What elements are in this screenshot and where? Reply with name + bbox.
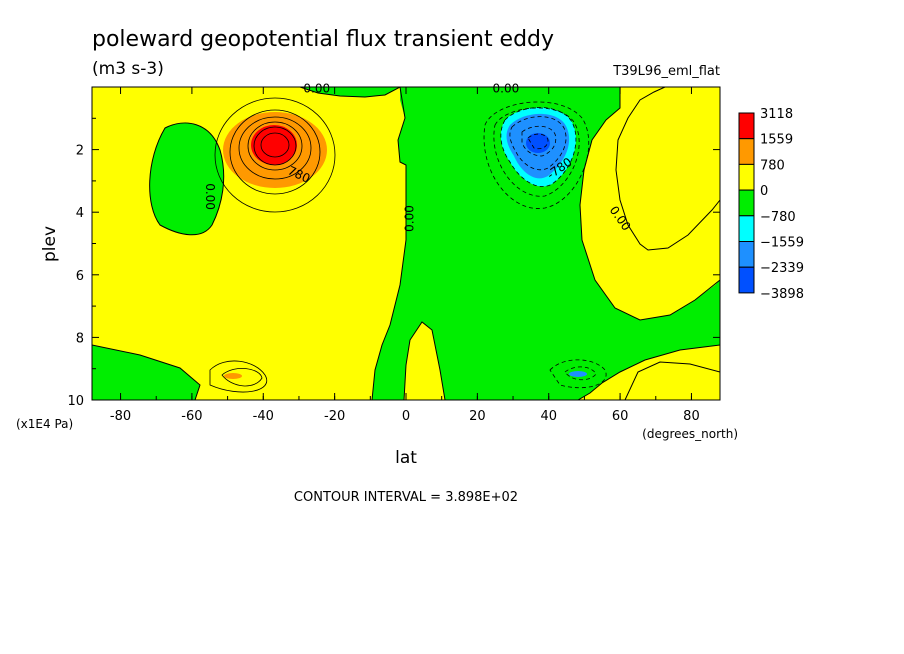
colorbar-swatch xyxy=(738,266,755,294)
colorbar-label: 1559 xyxy=(760,133,793,148)
y-tick-label: 2 xyxy=(76,144,84,159)
chart-units: (m3 s-3) xyxy=(92,59,164,79)
y-tick-label: 8 xyxy=(76,331,84,346)
colorbar-label: 780 xyxy=(760,158,785,173)
colorbar-label: −2339 xyxy=(760,261,804,276)
fill-region-small-positive xyxy=(224,373,242,379)
colorbar-swatch xyxy=(738,112,755,140)
fill-region-3118 xyxy=(251,125,297,165)
fill-region-negative-sh xyxy=(149,123,224,235)
x-tick-label: 60 xyxy=(612,409,629,424)
zero-contour-lines xyxy=(92,87,720,400)
contour-label: 0.00 xyxy=(493,82,520,96)
x-tick-label: -80 xyxy=(110,409,131,424)
chart-title: poleward geopotential flux transient edd… xyxy=(92,27,554,52)
contour-lines-negative xyxy=(483,101,607,389)
y-tick-label: 10 xyxy=(67,394,84,409)
x-tick-label: 40 xyxy=(540,409,557,424)
contour-interval-text: CONTOUR INTERVAL = 3.898E+02 xyxy=(294,490,518,505)
colorbar-swatch xyxy=(738,189,755,217)
contour-field xyxy=(92,87,720,400)
colorbar-swatch xyxy=(738,138,755,165)
fill-region-positive-bottom-right xyxy=(625,362,720,400)
y-tick-label: 4 xyxy=(76,206,84,221)
x-tick-label: -40 xyxy=(253,409,274,424)
fill-region-negative-bottom-left xyxy=(92,345,200,400)
x-tick-label: 20 xyxy=(469,409,486,424)
x-axis-unit: (degrees_north) xyxy=(642,427,738,441)
y-tick-label: 6 xyxy=(76,269,84,284)
fill-region-positive-north xyxy=(616,87,720,250)
colorbar-label: 3118 xyxy=(760,107,793,122)
colorbar-label: −3898 xyxy=(760,287,804,302)
fill-region-negative-top xyxy=(92,87,400,97)
y-axis: 2 4 6 8 10 xyxy=(67,117,720,409)
x-tick-label: -20 xyxy=(324,409,345,424)
colorbar-legend: 3118 1559 780 0 −780 −1559 −2339 −3898 xyxy=(738,107,804,302)
x-axis: -80 -60 -40 -20 0 20 40 60 80 xyxy=(110,87,700,424)
x-tick-label: -60 xyxy=(181,409,202,424)
run-label: T39L96_eml_flat xyxy=(612,64,720,79)
contour-label: 0.00 xyxy=(403,205,417,232)
y-axis-label: plev xyxy=(40,226,60,262)
contour-label: 0.00 xyxy=(303,82,330,96)
colorbar-swatch xyxy=(738,215,755,243)
x-axis-label: lat xyxy=(395,448,417,468)
x-tick-label: 80 xyxy=(683,409,700,424)
contour-lines xyxy=(209,97,336,393)
y-axis-unit: (x1E4 Pa) xyxy=(16,417,73,431)
colorbar-label: −1559 xyxy=(760,236,804,251)
fill-region-neg-2339 xyxy=(526,133,550,153)
colorbar-swatch xyxy=(738,163,755,191)
contour-label: 0.00 xyxy=(203,183,217,210)
colorbar-label: −780 xyxy=(760,210,796,225)
fill-region-small-negative xyxy=(569,371,587,377)
fill-region-negative-north xyxy=(372,87,720,400)
colorbar-label: 0 xyxy=(760,184,768,199)
x-tick-label: 0 xyxy=(402,409,410,424)
colorbar-swatch xyxy=(738,241,755,268)
